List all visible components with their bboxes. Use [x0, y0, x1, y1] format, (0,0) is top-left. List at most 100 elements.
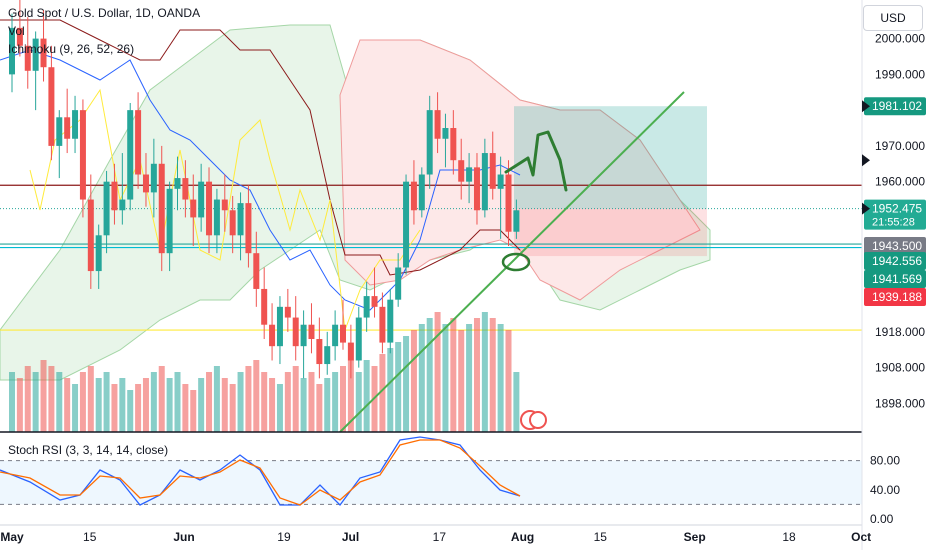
volume-bar [103, 372, 110, 432]
volume-bar [473, 318, 480, 432]
volume-bar [434, 312, 441, 432]
stoch-band [0, 460, 862, 505]
volume-bar [32, 372, 39, 432]
candle-body [489, 153, 496, 189]
candle-body [505, 174, 512, 232]
candle-body [403, 181, 410, 268]
volume-bar [174, 372, 181, 432]
countdown-label: 21:55:28 [872, 217, 915, 229]
candle-body [64, 117, 71, 139]
volume-bar [300, 378, 307, 432]
vol-indicator-label: Vol [8, 24, 25, 38]
candle-body [135, 110, 142, 175]
currency-selector[interactable]: USD [863, 5, 923, 31]
candle-body [284, 306, 291, 318]
price-badge [864, 270, 926, 288]
volume-bar [284, 372, 291, 432]
candle-body [473, 167, 480, 211]
price-badge [864, 97, 926, 116]
candle-body [142, 174, 149, 193]
candle-body [245, 203, 252, 254]
volume-bar [387, 348, 394, 432]
volume-bar [292, 366, 299, 432]
time-tick-label: Aug [511, 530, 534, 544]
time-tick-label: May [0, 530, 24, 544]
candle-body [32, 38, 39, 71]
volume-bar [213, 366, 220, 432]
touch-circle [501, 252, 531, 272]
volume-bar [442, 324, 449, 432]
candle-body [324, 346, 331, 365]
price-tick-label: 1970.000 [875, 139, 925, 153]
candle-body [72, 110, 79, 139]
volume-bar [505, 330, 512, 432]
time-tick-label: 15 [594, 530, 608, 544]
stoch-tick-label: 80.00 [870, 454, 900, 468]
candle-body [253, 253, 260, 289]
candle-body [340, 324, 347, 343]
volume-bar [16, 378, 23, 432]
hand-drawn-arrow [504, 130, 568, 192]
candle-body [497, 174, 504, 189]
candle-body [269, 324, 276, 347]
time-tick-label: 19 [277, 530, 291, 544]
candle-body [182, 178, 189, 200]
candle-body [355, 317, 362, 361]
volume-bar [142, 378, 149, 432]
candle-body [221, 199, 228, 211]
time-tick-label: Sep [684, 530, 706, 544]
candle-body [387, 299, 394, 343]
candle-body [174, 178, 181, 189]
volume-bar [119, 378, 126, 432]
candle-body [24, 45, 31, 71]
price-badge-label: 1952.475 [872, 202, 922, 216]
chikou-span [29, 88, 421, 331]
candle-body [119, 199, 126, 211]
volume-bar [48, 366, 55, 432]
price-badge [864, 199, 926, 230]
volume-bar [308, 372, 315, 432]
price-tick-label: 1908.000 [875, 361, 925, 375]
candle-body [418, 174, 425, 211]
kijun-sen [0, 19, 521, 276]
volume-bar [458, 330, 465, 432]
time-tick-label: 15 [83, 530, 97, 544]
candle-body [206, 181, 213, 236]
volume-bar [253, 360, 260, 432]
volume-bar [245, 366, 252, 432]
time-tick-label: 17 [433, 530, 447, 544]
volume-bar [56, 372, 63, 432]
price-tick-label: 1960.000 [875, 175, 925, 189]
volume-bar [489, 318, 496, 432]
volume-bar [72, 384, 79, 432]
candle-body [513, 210, 520, 232]
volume-bar [269, 378, 276, 432]
candle-body [48, 67, 55, 146]
candle-body [40, 38, 47, 68]
volume-bar [324, 378, 331, 432]
time-tick-label: 18 [782, 530, 796, 544]
candle-body [237, 203, 244, 236]
candle-body [56, 117, 63, 146]
volume-bar [481, 312, 488, 432]
volume-bar [347, 360, 354, 432]
candle-body [16, 27, 23, 46]
time-tick-label: Jul [342, 530, 359, 544]
stoch-d-line [0, 439, 521, 506]
volume-bar [229, 384, 236, 432]
candle-body [79, 110, 86, 200]
volume-bar [64, 378, 71, 432]
candle-body [111, 181, 118, 211]
volume-bar [395, 342, 402, 432]
volume-bar [316, 384, 323, 432]
candle-body [276, 306, 283, 347]
stoch-rsi-label: Stoch RSI (3, 3, 14, 14, close) [8, 443, 169, 457]
volume-bar [135, 384, 142, 432]
volume-bar [379, 354, 386, 432]
tenkan-sen [0, 49, 521, 311]
price-badge-label: 1943.500 [872, 239, 922, 253]
volume-bar [79, 372, 86, 432]
stoch-tick-label: 0.00 [870, 512, 894, 526]
volume-bar [363, 360, 370, 432]
